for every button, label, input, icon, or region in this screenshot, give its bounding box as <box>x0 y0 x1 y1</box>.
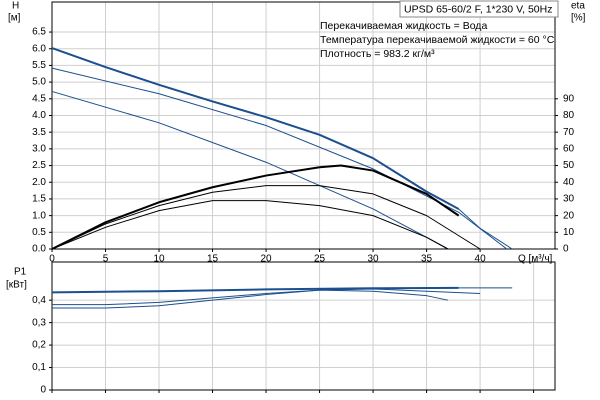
y-tick-label: 0,4 <box>32 295 46 306</box>
title-box <box>399 0 559 18</box>
annotation: Плотность = 983.2 кг/м³ <box>320 48 435 60</box>
y2-axis-label: eta <box>571 1 585 12</box>
x-tick-label: 35 <box>421 254 433 265</box>
y-tick-label: 5.5 <box>32 60 46 71</box>
y-tick-label: 3.0 <box>32 144 46 155</box>
curve <box>458 208 513 250</box>
annotation: Перекачиваемая жидкость = Вода <box>320 20 487 32</box>
x-tick-label: 0 <box>49 254 55 265</box>
y-tick-label: 6.5 <box>32 27 46 38</box>
y-axis-label: H <box>12 1 19 12</box>
x-tick-label: 40 <box>475 254 487 265</box>
y-axis-unit: [кВт] <box>6 280 27 291</box>
y-tick-label: 1.5 <box>32 194 46 205</box>
y2-tick-label: 80 <box>563 110 575 121</box>
y-tick-label: 5.0 <box>32 77 46 88</box>
y-tick-label: 3.5 <box>32 127 46 138</box>
curve <box>51 185 481 250</box>
y-tick-label: 0,1 <box>32 362 46 373</box>
curve <box>51 200 449 250</box>
x-tick-label: 25 <box>314 254 326 265</box>
x-axis-label: Q [м³/ч] <box>518 254 553 265</box>
y-tick-label: 0 <box>40 385 46 396</box>
y2-tick-label: 10 <box>563 227 575 238</box>
x-tick-label: 20 <box>260 254 272 265</box>
y2-tick-label: 50 <box>563 160 575 171</box>
y2-tick-label: 20 <box>563 210 575 221</box>
y2-tick-label: 90 <box>563 93 575 104</box>
y-tick-label: 0.5 <box>32 227 46 238</box>
curve <box>52 289 449 309</box>
y-tick-label: 6.0 <box>32 43 46 54</box>
y-axis-label: P1 <box>14 267 27 278</box>
y-axis-unit: [м] <box>8 13 21 24</box>
y2-tick-label: 60 <box>563 144 575 155</box>
y-tick-label: 2.0 <box>32 177 46 188</box>
x-tick-label: 5 <box>103 254 109 265</box>
x-tick-label: 30 <box>368 254 380 265</box>
curve <box>51 286 459 294</box>
y2-tick-label: 0 <box>563 244 569 255</box>
curve <box>51 47 460 210</box>
y-tick-label: 4.0 <box>32 110 46 121</box>
y2-axis-unit: [%] <box>571 13 586 24</box>
x-tick-label: 10 <box>153 254 165 265</box>
y-tick-label: 2.5 <box>32 160 46 171</box>
annotation: Температура перекачиваемой жидкости = 60… <box>320 34 555 46</box>
plot-frame <box>51 261 556 391</box>
y-tick-label: 0,3 <box>32 317 46 328</box>
y2-tick-label: 70 <box>563 127 575 138</box>
curve <box>52 288 481 306</box>
curve <box>51 164 460 250</box>
x-tick-label: 15 <box>207 254 219 265</box>
y2-tick-label: 40 <box>563 177 575 188</box>
curve <box>51 67 508 250</box>
y2-tick-label: 30 <box>563 194 575 205</box>
y-tick-label: 1.0 <box>32 210 46 221</box>
y-tick-label: 0.0 <box>32 244 46 255</box>
plot-frame <box>51 1 556 250</box>
y-tick-label: 4.5 <box>32 93 46 104</box>
chart-title: UPSD 65-60/2 F, 1*230 V, 50Hz <box>404 3 552 15</box>
y-tick-label: 0,2 <box>32 340 46 351</box>
